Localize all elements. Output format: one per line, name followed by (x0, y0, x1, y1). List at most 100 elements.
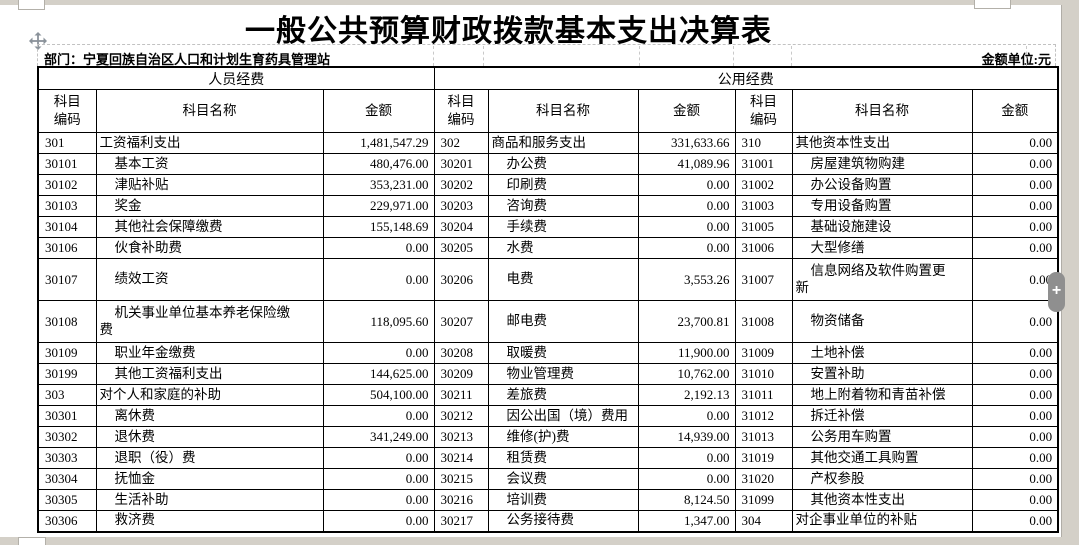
subject-code-cell[interactable]: 302 (433, 132, 489, 154)
subject-name-cell[interactable]: 其他资本性支出 (791, 489, 973, 511)
subject-name-cell[interactable]: 培训费 (487, 489, 639, 511)
subject-code-cell[interactable]: 301 (37, 132, 97, 154)
amount-cell[interactable]: 331,633.66 (637, 132, 736, 154)
subject-name-cell[interactable]: 咨询费 (487, 195, 639, 217)
subject-code-cell[interactable]: 30302 (37, 426, 97, 448)
subject-code-cell[interactable]: 30102 (37, 174, 97, 196)
subject-name-cell[interactable]: 会议费 (487, 468, 639, 490)
subject-code-cell[interactable]: 30108 (37, 300, 97, 343)
amount-cell[interactable]: 144,625.00 (322, 363, 435, 385)
subject-code-cell[interactable]: 30213 (433, 426, 489, 448)
amount-cell[interactable]: 1,347.00 (637, 510, 736, 532)
amount-cell[interactable]: 0.00 (971, 489, 1059, 511)
amount-cell[interactable]: 0.00 (322, 342, 435, 364)
amount-cell[interactable]: 353,231.00 (322, 174, 435, 196)
subject-code-cell[interactable]: 31005 (734, 216, 793, 238)
subject-name-cell[interactable]: 办公费 (487, 153, 639, 175)
subject-code-cell[interactable]: 30209 (433, 363, 489, 385)
subject-code-cell[interactable]: 30301 (37, 405, 97, 427)
amount-cell[interactable]: 0.00 (637, 174, 736, 196)
amount-cell[interactable]: 0.00 (637, 405, 736, 427)
subject-name-cell[interactable]: 公务用车购置 (791, 426, 973, 448)
amount-cell[interactable]: 0.00 (971, 342, 1059, 364)
amount-cell[interactable]: 0.00 (322, 510, 435, 532)
amount-cell[interactable]: 480,476.00 (322, 153, 435, 175)
subject-code-cell[interactable]: 31003 (734, 195, 793, 217)
subject-name-cell[interactable]: 电费 (487, 258, 639, 301)
amount-cell[interactable]: 118,095.60 (322, 300, 435, 343)
subject-code-cell[interactable]: 30107 (37, 258, 97, 301)
subject-name-cell[interactable]: 水费 (487, 237, 639, 259)
subject-name-cell[interactable]: 机关事业单位基本养老保险缴 费 (95, 300, 324, 343)
subject-code-cell[interactable]: 30215 (433, 468, 489, 490)
subject-code-cell[interactable]: 31002 (734, 174, 793, 196)
subject-name-cell[interactable]: 信息网络及软件购置更 新 (791, 258, 973, 301)
amount-cell[interactable]: 0.00 (971, 174, 1059, 196)
subject-name-cell[interactable]: 退职（役）费 (95, 447, 324, 469)
amount-cell[interactable]: 1,481,547.29 (322, 132, 435, 154)
amount-cell[interactable]: 0.00 (971, 132, 1059, 154)
amount-cell[interactable]: 0.00 (971, 258, 1059, 301)
subject-code-cell[interactable]: 30204 (433, 216, 489, 238)
subject-code-cell[interactable]: 31008 (734, 300, 793, 343)
amount-cell[interactable]: 0.00 (971, 195, 1059, 217)
subject-name-cell[interactable]: 土地补偿 (791, 342, 973, 364)
subject-name-cell[interactable]: 手续费 (487, 216, 639, 238)
subject-name-cell[interactable]: 办公设备购置 (791, 174, 973, 196)
amount-cell[interactable]: 0.00 (637, 237, 736, 259)
amount-cell[interactable]: 0.00 (971, 405, 1059, 427)
subject-name-cell[interactable]: 抚恤金 (95, 468, 324, 490)
subject-name-cell[interactable]: 其他交通工具购置 (791, 447, 973, 469)
subject-name-cell[interactable]: 基本工资 (95, 153, 324, 175)
amount-cell[interactable]: 8,124.50 (637, 489, 736, 511)
subject-name-cell[interactable]: 救济费 (95, 510, 324, 532)
subject-name-cell[interactable]: 租赁费 (487, 447, 639, 469)
subject-code-cell[interactable]: 31012 (734, 405, 793, 427)
subject-code-cell[interactable]: 30104 (37, 216, 97, 238)
subject-name-cell[interactable]: 取暖费 (487, 342, 639, 364)
subject-name-cell[interactable]: 退休费 (95, 426, 324, 448)
amount-cell[interactable]: 14,939.00 (637, 426, 736, 448)
amount-cell[interactable]: 0.00 (971, 510, 1059, 532)
subject-name-cell[interactable]: 其他社会保障缴费 (95, 216, 324, 238)
subject-code-cell[interactable]: 30216 (433, 489, 489, 511)
amount-cell[interactable]: 3,553.26 (637, 258, 736, 301)
subject-name-cell[interactable]: 物资储备 (791, 300, 973, 343)
amount-cell[interactable]: 155,148.69 (322, 216, 435, 238)
subject-code-cell[interactable]: 30212 (433, 405, 489, 427)
subject-code-cell[interactable]: 30201 (433, 153, 489, 175)
subject-code-cell[interactable]: 30207 (433, 300, 489, 343)
subject-name-cell[interactable]: 物业管理费 (487, 363, 639, 385)
amount-cell[interactable]: 0.00 (971, 468, 1059, 490)
amount-cell[interactable]: 0.00 (637, 447, 736, 469)
amount-cell[interactable]: 0.00 (637, 195, 736, 217)
subject-name-cell[interactable]: 对企事业单位的补贴 (791, 510, 973, 532)
subject-code-cell[interactable]: 30199 (37, 363, 97, 385)
subject-code-cell[interactable]: 30208 (433, 342, 489, 364)
amount-cell[interactable]: 41,089.96 (637, 153, 736, 175)
unit-label[interactable]: 金额单位:元 (981, 52, 1051, 67)
subject-code-cell[interactable]: 30106 (37, 237, 97, 259)
subject-name-cell[interactable]: 安置补助 (791, 363, 973, 385)
subject-name-cell[interactable]: 因公出国（境）费用 (487, 405, 639, 427)
subject-name-cell[interactable]: 职业年金缴费 (95, 342, 324, 364)
subject-name-cell[interactable]: 大型修缮 (791, 237, 973, 259)
subject-name-cell[interactable]: 专用设备购置 (791, 195, 973, 217)
amount-cell[interactable]: 0.00 (971, 216, 1059, 238)
subject-code-cell[interactable]: 30304 (37, 468, 97, 490)
subject-name-cell[interactable]: 奖金 (95, 195, 324, 217)
subject-name-cell[interactable]: 邮电费 (487, 300, 639, 343)
subject-code-cell[interactable]: 31013 (734, 426, 793, 448)
subject-name-cell[interactable]: 对个人和家庭的补助 (95, 384, 324, 406)
amount-cell[interactable]: 2,192.13 (637, 384, 736, 406)
subject-code-cell[interactable]: 303 (37, 384, 97, 406)
subject-code-cell[interactable]: 30306 (37, 510, 97, 532)
subject-name-cell[interactable]: 差旅费 (487, 384, 639, 406)
subject-code-cell[interactable]: 31020 (734, 468, 793, 490)
amount-cell[interactable]: 229,971.00 (322, 195, 435, 217)
subject-name-cell[interactable]: 工资福利支出 (95, 132, 324, 154)
amount-cell[interactable]: 0.00 (971, 153, 1059, 175)
amount-cell[interactable]: 0.00 (971, 426, 1059, 448)
subject-code-cell[interactable]: 30206 (433, 258, 489, 301)
subject-code-cell[interactable]: 30303 (37, 447, 97, 469)
